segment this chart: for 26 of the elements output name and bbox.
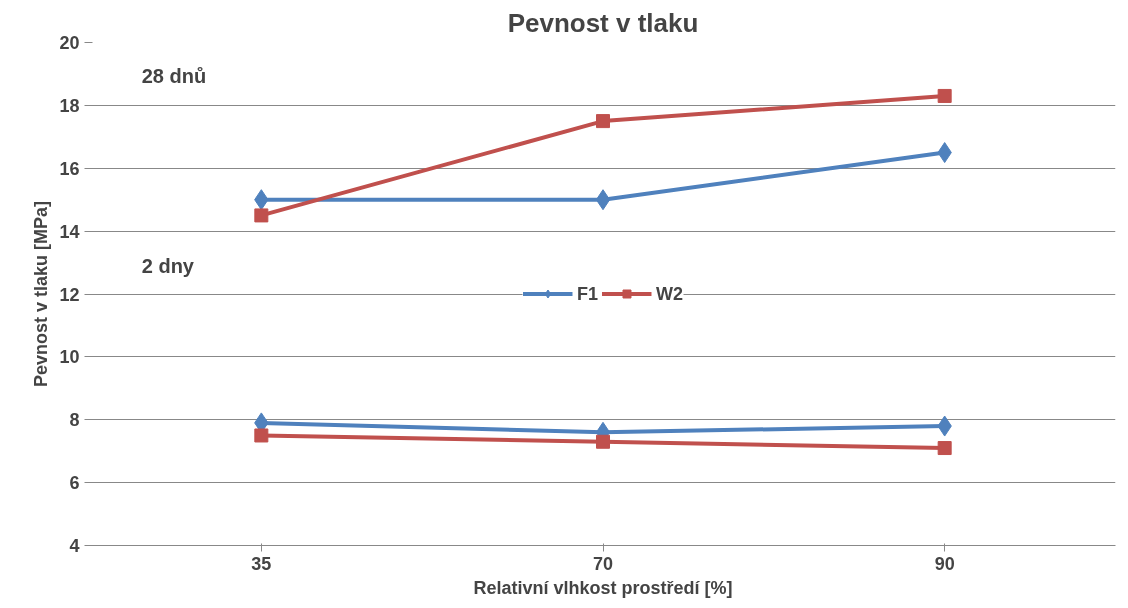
x-tick-label: 90: [934, 553, 955, 574]
y-tick-label: 20: [59, 33, 80, 53]
y-tick-label: 14: [59, 221, 80, 242]
y-tick-label: 6: [69, 473, 80, 494]
y-tick-label: 12: [59, 284, 80, 305]
y-tick-label: 18: [59, 95, 80, 116]
y-tick-label: 10: [59, 347, 80, 368]
point: [595, 189, 611, 211]
chart-title: Pevnost v tlaku: [507, 7, 699, 38]
y-tick-label: 4: [69, 536, 80, 556]
point: [254, 208, 269, 223]
legend-label: W2: [656, 283, 684, 304]
x-tick-label: 35: [251, 553, 272, 574]
annotation: 2 dny: [141, 254, 195, 277]
point: [596, 114, 610, 129]
legend-label: F1: [576, 283, 599, 304]
y-axis-title: Pevnost v tlaku [MPa]: [31, 200, 52, 388]
point: [254, 428, 269, 443]
annotation: 28 dnů: [141, 64, 207, 87]
point: [937, 88, 952, 103]
x-axis-title: Relativní vlhkost prostředí [%]: [473, 577, 733, 598]
point: [596, 434, 610, 449]
point: [937, 441, 952, 456]
x-tick-label: 70: [592, 553, 614, 574]
y-tick-label: 16: [59, 158, 80, 179]
y-tick-label: 8: [69, 410, 80, 431]
